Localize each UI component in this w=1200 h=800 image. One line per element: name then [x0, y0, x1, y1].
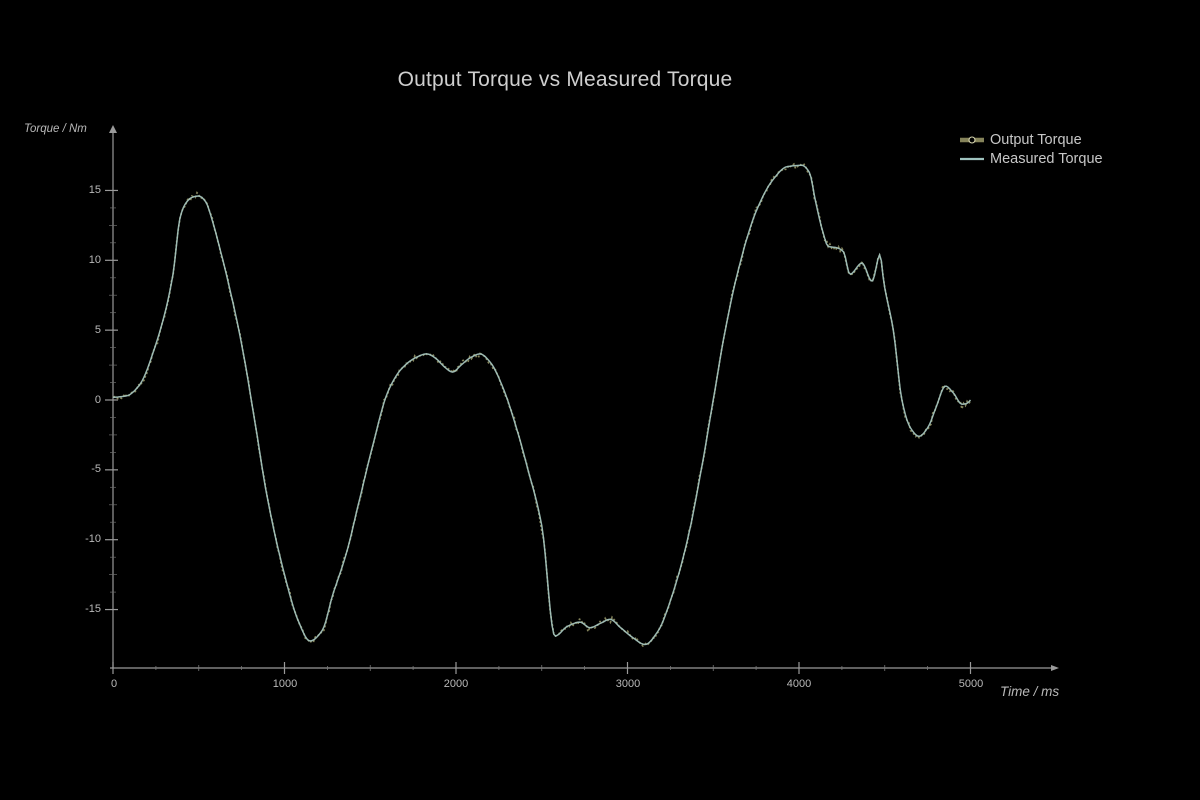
- svg-text:Output Torque: Output Torque: [990, 132, 1082, 148]
- svg-text:Measured Torque: Measured Torque: [990, 151, 1103, 167]
